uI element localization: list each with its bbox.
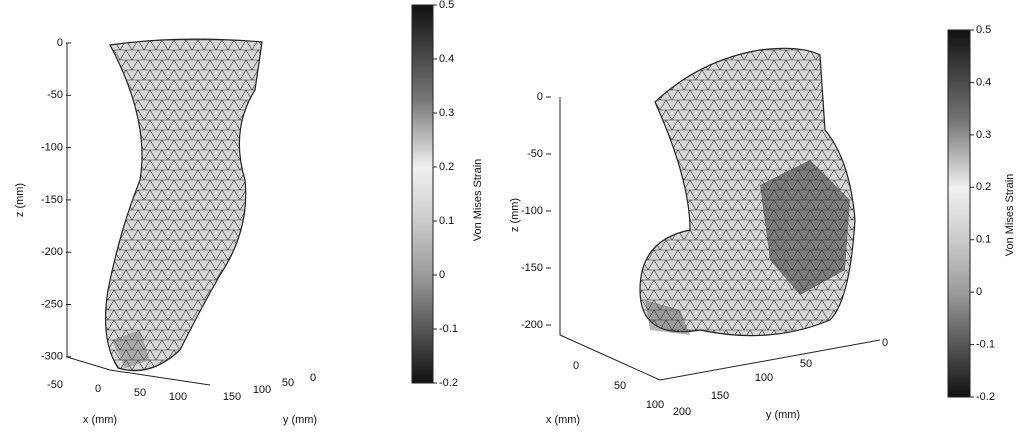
colorbar-tick-label: 0 (976, 286, 982, 298)
y-tick-label: 0 (310, 372, 316, 384)
colorbar-tick-label: 0.5 (439, 0, 454, 11)
colorbar-tick-label: -0.1 (976, 338, 995, 350)
z-tick-label: -100 (521, 205, 543, 217)
z-axis-label: z (mm) (509, 198, 521, 232)
x-tick-label: 100 (169, 391, 187, 403)
y-tick-label: 200 (673, 406, 691, 418)
colorbar-tick-label: 0.3 (439, 107, 454, 119)
y-tick-label: 150 (711, 390, 729, 402)
z-axis-label: z (mm) (14, 183, 26, 217)
z-tick-label: -50 (47, 89, 63, 101)
x-tick-label: 0 (95, 383, 101, 395)
colorbar-tick-label: 0.4 (439, 53, 454, 65)
z-tick-label: -250 (41, 298, 63, 310)
x-tick-label: -50 (47, 379, 63, 391)
z-tick-label: -50 (527, 148, 543, 160)
colorbar-tick-label: 0 (439, 269, 445, 281)
colorbar-tick-label: 0.4 (976, 76, 991, 88)
axis-line (559, 97, 881, 381)
z-tick-label: -200 (521, 319, 543, 331)
z-tick-label: -200 (41, 246, 63, 258)
y-axis-label: y (mm) (283, 414, 317, 426)
colorbar-tick-label: 0.5 (976, 24, 991, 36)
z-tick-label: -100 (41, 142, 63, 154)
mesh-shade (112, 330, 150, 368)
y-tick-label: 150 (223, 391, 241, 403)
colorbar-label: Von Mises Strain (472, 159, 484, 242)
colorbar-tick-label: 0.3 (976, 129, 991, 141)
mesh-surface (104, 38, 263, 372)
x-tick-label: 50 (134, 387, 146, 399)
z-tick-label: -150 (41, 194, 63, 206)
y-axis-label: y (mm) (766, 409, 800, 421)
mesh-shade (760, 160, 850, 295)
colorbar-tick-label: 0.2 (439, 161, 454, 173)
colorbar-tick-label: 0.1 (976, 234, 991, 246)
colorbar (947, 29, 971, 398)
z-tick-label: -300 (41, 351, 63, 363)
y-tick-label: 100 (755, 372, 773, 384)
y-tick-label: 100 (253, 384, 271, 396)
colorbar (411, 4, 434, 384)
colorbar-tick-label: 0.2 (976, 181, 991, 193)
x-tick-label: 50 (614, 380, 626, 392)
colorbar-tick-label: 0.1 (439, 215, 454, 227)
mesh-shade (645, 300, 690, 335)
colorbar-tick-label: -0.1 (439, 323, 458, 335)
x-axis-label: x (mm) (83, 414, 117, 426)
colorbar-tick-label: -0.2 (439, 377, 458, 389)
y-tick-label: 50 (282, 377, 294, 389)
y-tick-label: 50 (800, 358, 812, 370)
z-tick-label: 0 (537, 91, 543, 103)
x-tick-label: 100 (646, 399, 664, 411)
z-tick-label: -150 (521, 262, 543, 274)
z-tick-label: 0 (57, 37, 63, 49)
colorbar-tick-label: -0.2 (976, 391, 995, 403)
y-tick-label: 0 (882, 337, 888, 349)
x-axis-label: x (mm) (546, 414, 580, 426)
x-tick-label: 0 (573, 360, 579, 372)
colorbar-label: Von Mises Strain (1004, 174, 1016, 257)
